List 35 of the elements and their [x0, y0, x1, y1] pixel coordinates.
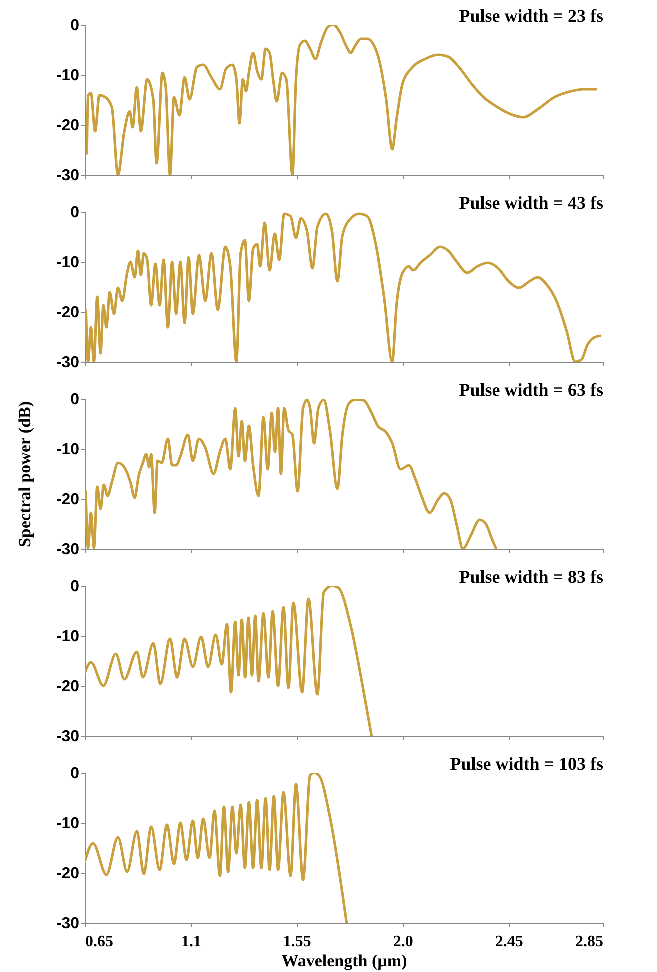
- y-tick-label: 0: [70, 18, 80, 34]
- chart-title: Pulse width = 103 fs: [450, 754, 604, 774]
- x-tick-label: 2.85: [576, 934, 604, 950]
- chart-title: Pulse width = 43 fs: [459, 193, 604, 213]
- x-tick-label: 0.65: [86, 934, 114, 950]
- y-tick-label: -20: [56, 678, 80, 696]
- chart-title: Pulse width = 83 fs: [459, 567, 604, 587]
- line-series: [85, 399, 498, 549]
- x-tick-label: 1.55: [283, 934, 312, 950]
- y-tick-label: -20: [56, 304, 80, 322]
- y-tick-label: 0: [70, 392, 80, 408]
- y-tick-label: -30: [56, 916, 80, 932]
- y-tick-label: -10: [56, 254, 80, 272]
- y-tick-label: 0: [70, 204, 80, 222]
- y-tick-label: -10: [56, 68, 80, 84]
- y-tick-label: -30: [56, 168, 80, 184]
- y-tick-label: -20: [56, 492, 80, 508]
- chart-title: Pulse width = 63 fs: [459, 380, 604, 400]
- chart-title: Pulse width = 23 fs: [459, 6, 604, 26]
- x-axis-title: Wavelength (µm): [282, 952, 408, 970]
- y-tick-label: -10: [56, 442, 80, 458]
- y-tick-label: -30: [56, 354, 80, 372]
- y-tick-label: -10: [56, 816, 80, 832]
- x-tick-label: 2.45: [495, 934, 524, 950]
- y-tick-label: -30: [56, 542, 80, 558]
- x-tick-label: 1.1: [181, 934, 202, 950]
- y-tick-label: 0: [70, 578, 80, 596]
- y-axis-title: Spectral power (dB): [15, 401, 34, 548]
- y-tick-label: -20: [56, 118, 80, 134]
- y-tick-label: -10: [56, 628, 80, 646]
- line-series: [86, 25, 598, 175]
- x-tick-label: 2.0: [393, 934, 414, 950]
- y-tick-label: 0: [70, 766, 80, 782]
- y-tick-label: -30: [56, 728, 80, 746]
- y-tick-label: -20: [56, 866, 80, 882]
